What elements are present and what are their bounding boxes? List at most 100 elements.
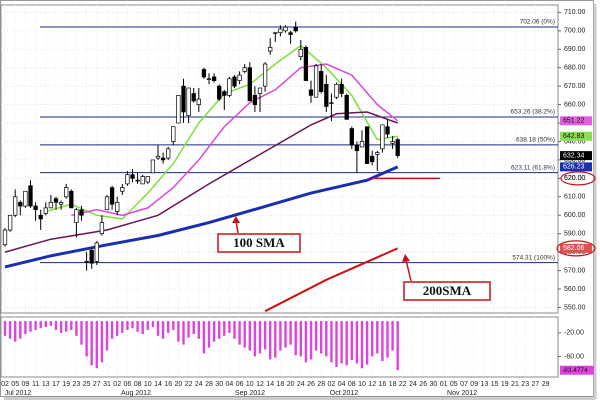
price-tag-label: 651.22 bbox=[563, 118, 585, 125]
histogram-bar bbox=[192, 321, 195, 335]
histogram-bar bbox=[371, 321, 374, 357]
price-tag-label: 626.23 bbox=[563, 164, 585, 171]
month-label: Oct 2012 bbox=[330, 390, 359, 397]
histogram-bar bbox=[212, 321, 216, 342]
x-tick-label: 19 bbox=[501, 381, 509, 388]
histogram-bar bbox=[304, 321, 308, 363]
x-tick-label: 08 bbox=[348, 381, 356, 388]
histogram-bar bbox=[355, 321, 359, 364]
month-label: Nov 2012 bbox=[447, 390, 477, 397]
histogram-bar bbox=[207, 321, 211, 348]
histogram-bar bbox=[376, 321, 379, 354]
histogram-bar bbox=[284, 321, 287, 348]
histogram-bar bbox=[126, 321, 129, 330]
histogram-bar bbox=[335, 321, 338, 367]
plot: 550.00560.00570.00580.00590.00600.00610.… bbox=[1, 9, 596, 397]
candle-body bbox=[150, 159, 156, 174]
x-tick-label: 02 bbox=[113, 381, 121, 388]
x-tick-label: 13 bbox=[42, 381, 50, 388]
histogram-bar bbox=[39, 321, 42, 329]
candle-body bbox=[140, 176, 145, 185]
candle-body bbox=[109, 187, 115, 205]
y-tick-label: 690.00 bbox=[564, 46, 586, 53]
candle-body bbox=[18, 201, 23, 207]
candle-body bbox=[99, 222, 105, 235]
histogram-bar bbox=[330, 321, 333, 363]
fib-label: 574.31 (100%) bbox=[512, 254, 555, 261]
x-tick-label: 09 bbox=[470, 381, 478, 388]
candle-body bbox=[64, 187, 69, 198]
candle-body bbox=[217, 85, 222, 100]
x-tick-label: 13 bbox=[481, 381, 489, 388]
histogram-bar bbox=[49, 321, 53, 326]
histogram-panel bbox=[0, 316, 559, 378]
price-tag bbox=[560, 131, 592, 141]
x-tick-label: 07 bbox=[460, 381, 468, 388]
histogram-bar bbox=[14, 321, 17, 342]
histogram-bar bbox=[90, 321, 93, 366]
histogram-bar bbox=[136, 321, 139, 332]
y-tick-label: 560.00 bbox=[564, 286, 586, 293]
x-tick-label: 26 bbox=[419, 381, 427, 388]
price-panel bbox=[0, 4, 559, 314]
histogram-bar bbox=[289, 321, 292, 345]
candle-body bbox=[370, 155, 375, 163]
candle-body bbox=[385, 126, 390, 135]
histogram-bar bbox=[187, 321, 190, 338]
histogram-bar bbox=[80, 321, 83, 345]
histogram-bar bbox=[161, 321, 165, 339]
candle-body bbox=[48, 201, 54, 209]
month-label: Aug 2012 bbox=[121, 390, 151, 397]
histogram-bar bbox=[182, 321, 185, 345]
candle-body bbox=[58, 201, 64, 205]
price-tag bbox=[560, 116, 592, 126]
x-tick-label: 21 bbox=[511, 381, 519, 388]
indicator-line bbox=[264, 247, 399, 313]
x-tick-label: 22 bbox=[185, 381, 193, 388]
x-tick-label: 02 bbox=[1, 381, 9, 388]
price-tag-label: 632.34 bbox=[563, 152, 585, 159]
y-tick-label: 660.00 bbox=[564, 101, 586, 108]
candle-body bbox=[262, 63, 268, 87]
histogram-bar bbox=[177, 321, 180, 342]
fib-label: 623.11 (61.8%) bbox=[511, 164, 555, 171]
y-tick-label: -60.00 bbox=[564, 353, 584, 360]
candle-body bbox=[268, 47, 273, 52]
indicator-line bbox=[4, 165, 399, 269]
candle-body bbox=[359, 141, 365, 148]
candle-body bbox=[283, 26, 288, 32]
candle-body bbox=[130, 174, 135, 179]
y-tick-label: 680.00 bbox=[564, 65, 586, 72]
x-tick-label: 10 bbox=[358, 381, 366, 388]
candle-body bbox=[160, 157, 166, 161]
candle-body bbox=[390, 141, 395, 144]
histogram-bar bbox=[345, 321, 348, 366]
fib-label: 702.06 (0%) bbox=[520, 19, 555, 26]
candle-body bbox=[349, 128, 354, 146]
x-tick-label: 30 bbox=[430, 381, 438, 388]
candle-body bbox=[232, 76, 237, 87]
x-tick-label: 18 bbox=[389, 381, 397, 388]
candle-body bbox=[247, 67, 252, 102]
y-tick-label: 600.00 bbox=[564, 212, 586, 219]
annotation: 200SMA bbox=[423, 283, 472, 298]
arrow-head bbox=[232, 216, 240, 223]
histogram-bar bbox=[44, 321, 47, 327]
histogram-bar bbox=[350, 321, 353, 360]
x-tick-label: 28 bbox=[205, 381, 213, 388]
histogram-bar bbox=[110, 321, 114, 339]
candle-body bbox=[155, 155, 161, 159]
candle-body bbox=[201, 69, 207, 78]
candle-body bbox=[308, 89, 314, 96]
candle-body bbox=[74, 209, 79, 223]
candle-body bbox=[206, 78, 212, 80]
price-tag-label: 642.83 bbox=[563, 133, 585, 140]
histogram-bar bbox=[325, 321, 328, 357]
fib-label: 653.26 (38.2%) bbox=[511, 109, 555, 116]
x-tick-label: 12 bbox=[256, 381, 264, 388]
y-tick-label: 710.00 bbox=[564, 9, 586, 16]
histogram-bar bbox=[218, 321, 221, 339]
histogram-bar bbox=[274, 321, 277, 358]
x-tick-label: 30 bbox=[215, 381, 223, 388]
indicator-line bbox=[4, 111, 398, 253]
